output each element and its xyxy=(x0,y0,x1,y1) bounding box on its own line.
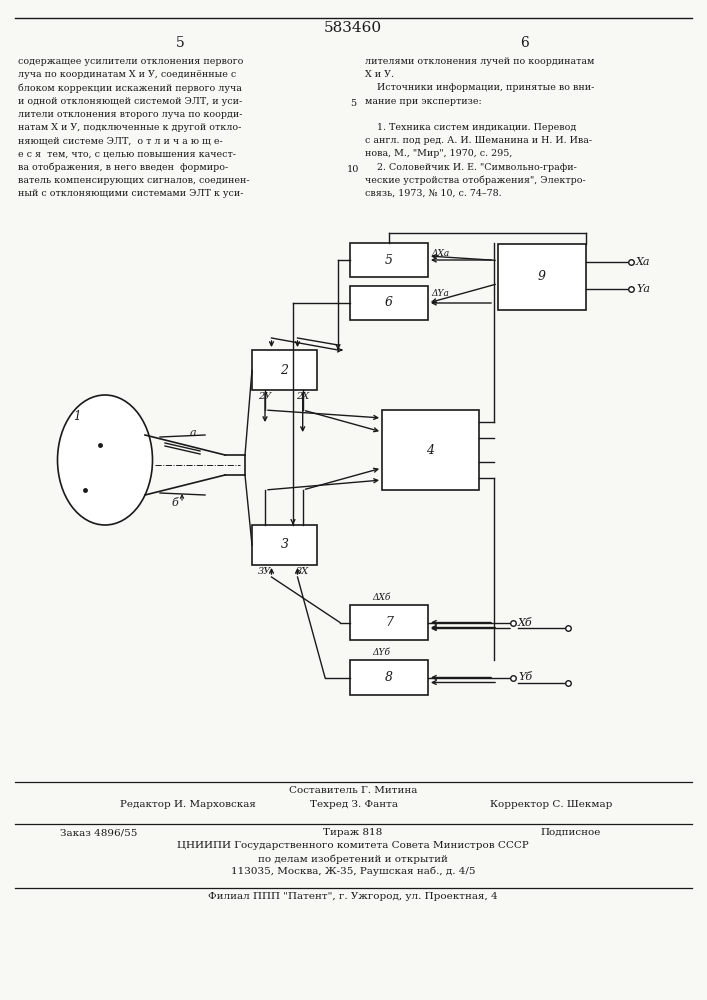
Text: связь, 1973, № 10, с. 74–78.: связь, 1973, № 10, с. 74–78. xyxy=(365,189,502,198)
Bar xyxy=(252,525,317,565)
Bar xyxy=(350,286,428,320)
Text: Yб: Yб xyxy=(518,672,532,682)
Text: 2: 2 xyxy=(281,363,288,376)
Bar xyxy=(350,605,428,640)
Text: няющей системе ЭЛТ,  о т л и ч а ю щ е-: няющей системе ЭЛТ, о т л и ч а ю щ е- xyxy=(18,136,223,145)
Text: 6: 6 xyxy=(520,36,530,50)
Text: ΔXа: ΔXа xyxy=(431,249,449,258)
Text: ва отображения, в него введен  формиро-: ва отображения, в него введен формиро- xyxy=(18,163,228,172)
Bar xyxy=(350,243,428,277)
Text: с англ. под ред. А. И. Шеманина и Н. И. Ива-: с англ. под ред. А. И. Шеманина и Н. И. … xyxy=(365,136,592,145)
Text: Редактор И. Марховская: Редактор И. Марховская xyxy=(120,800,256,809)
Text: а: а xyxy=(189,428,197,438)
Text: Филиал ППП "Патент", г. Ужгород, ул. Проектная, 4: Филиал ППП "Патент", г. Ужгород, ул. Про… xyxy=(208,892,498,901)
Text: ΔXб: ΔXб xyxy=(372,593,390,602)
Text: ватель компенсирующих сигналов, соединен-: ватель компенсирующих сигналов, соединен… xyxy=(18,176,250,185)
Text: 5: 5 xyxy=(385,253,393,266)
Text: Yа: Yа xyxy=(636,284,650,294)
Bar xyxy=(382,410,479,490)
Text: 8: 8 xyxy=(385,671,393,684)
Text: 3У: 3У xyxy=(258,567,271,576)
Text: Тираж 818: Тираж 818 xyxy=(323,828,382,837)
Text: Xа: Xа xyxy=(636,257,650,267)
Ellipse shape xyxy=(57,395,153,525)
Text: лители отклонения второго луча по коорди-: лители отклонения второго луча по коорди… xyxy=(18,110,243,119)
Text: ΔYа: ΔYа xyxy=(431,289,449,298)
Text: 583460: 583460 xyxy=(324,21,382,35)
Text: и одной отклоняющей системой ЭЛТ, и уси-: и одной отклоняющей системой ЭЛТ, и уси- xyxy=(18,97,243,106)
Text: е с я  тем, что, с целью повышения качест-: е с я тем, что, с целью повышения качест… xyxy=(18,149,236,158)
Text: ΔYб: ΔYб xyxy=(372,648,390,657)
Text: 1. Техника систем индикации. Перевод: 1. Техника систем индикации. Перевод xyxy=(365,123,576,132)
Text: Источники информации, принятые во вни-: Источники информации, принятые во вни- xyxy=(365,83,595,92)
Text: 10: 10 xyxy=(347,165,359,174)
Text: блоком коррекции искажений первого луча: блоком коррекции искажений первого луча xyxy=(18,83,242,93)
Text: 5: 5 xyxy=(350,99,356,108)
Text: 5: 5 xyxy=(175,36,185,50)
Text: 3: 3 xyxy=(281,538,288,552)
Text: нова, М., "Мир", 1970, с. 295,: нова, М., "Мир", 1970, с. 295, xyxy=(365,149,513,158)
Text: 4: 4 xyxy=(426,444,435,456)
Text: лителями отклонения лучей по координатам: лителями отклонения лучей по координатам xyxy=(365,57,595,66)
Text: Заказ 4896/55: Заказ 4896/55 xyxy=(60,828,137,837)
Text: б: б xyxy=(172,498,178,508)
Text: 7: 7 xyxy=(385,616,393,629)
Bar xyxy=(498,244,586,310)
Text: ческие устройства отображения", Электро-: ческие устройства отображения", Электро- xyxy=(365,176,586,185)
Text: натам X и У, подключенные к другой откло-: натам X и У, подключенные к другой откло… xyxy=(18,123,241,132)
Text: Техред З. Фанта: Техред З. Фанта xyxy=(310,800,398,809)
Text: 6: 6 xyxy=(385,296,393,310)
Text: Подписное: Подписное xyxy=(540,828,600,837)
Bar xyxy=(252,350,317,390)
Bar xyxy=(350,660,428,695)
Text: содержащее усилители отклонения первого: содержащее усилители отклонения первого xyxy=(18,57,243,66)
Text: 2. Соловейчик И. Е. "Символьно-графи-: 2. Соловейчик И. Е. "Символьно-графи- xyxy=(365,163,577,172)
Text: Корректор С. Шекмар: Корректор С. Шекмар xyxy=(490,800,612,809)
Text: мание при экспертизе:: мание при экспертизе: xyxy=(365,97,481,106)
Text: 9: 9 xyxy=(538,270,546,284)
Text: по делам изобретений и открытий: по делам изобретений и открытий xyxy=(258,854,448,863)
Text: Xб: Xб xyxy=(518,617,532,628)
Text: X и У.: X и У. xyxy=(365,70,394,79)
Text: луча по координатам X и У, соединённые с: луча по координатам X и У, соединённые с xyxy=(18,70,236,79)
Text: Составитель Г. Митина: Составитель Г. Митина xyxy=(289,786,417,795)
Text: 2У: 2У xyxy=(258,392,271,401)
Text: ный с отклоняющими системами ЭЛТ к уси-: ный с отклоняющими системами ЭЛТ к уси- xyxy=(18,189,243,198)
Text: ЦНИИПИ Государственного комитета Совета Министров СССР: ЦНИИПИ Государственного комитета Совета … xyxy=(177,841,529,850)
Text: 3Х: 3Х xyxy=(296,567,310,576)
Text: 1: 1 xyxy=(74,410,81,424)
Text: 2Х: 2Х xyxy=(296,392,310,401)
Text: 113035, Москва, Ж-35, Раушская наб., д. 4/5: 113035, Москва, Ж-35, Раушская наб., д. … xyxy=(230,867,475,876)
